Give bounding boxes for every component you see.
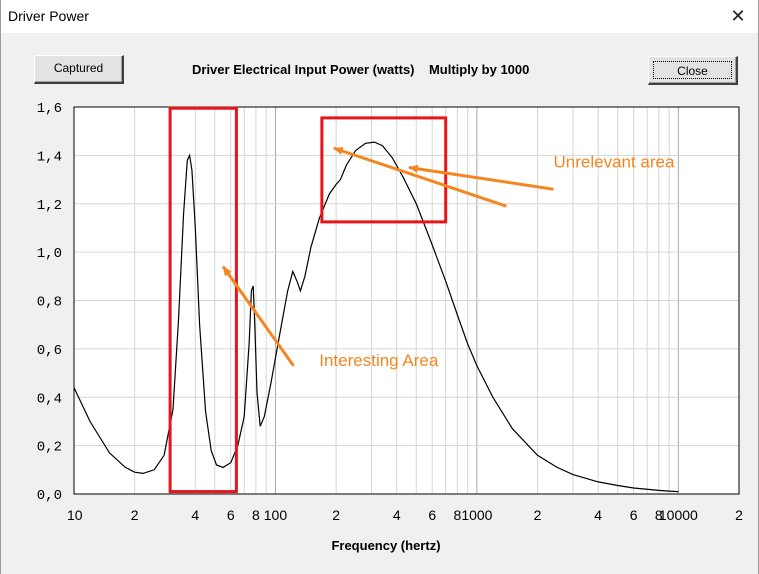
x-tick-label: 4 <box>594 507 602 523</box>
annotation-arrow-2 <box>221 265 295 367</box>
highlight-box-1 <box>320 116 448 224</box>
x-tick-label: 2 <box>735 507 743 523</box>
x-tick-label: 8 <box>252 507 260 523</box>
highlight-box-0 <box>168 106 238 494</box>
annotation-label-0: Unrelevant area <box>553 152 675 171</box>
annotation-label-1: Interesting Area <box>319 351 439 370</box>
x-tick-label: 2 <box>332 507 340 523</box>
title-bar: Driver Power ✕ <box>1 0 758 33</box>
x-tick-label: 100 <box>264 507 288 523</box>
y-tick-label: 1,2 <box>37 198 62 214</box>
x-tick-label: 4 <box>393 507 401 523</box>
x-tick-label: 6 <box>227 507 235 523</box>
y-tick-label: 0,8 <box>37 295 62 311</box>
close-button-label: Close <box>653 61 732 79</box>
y-tick-label: 0,2 <box>37 440 62 456</box>
x-tick-label: 10000 <box>659 507 698 523</box>
series-line-0 <box>73 141 679 493</box>
y-tick-label: 1,0 <box>37 246 62 262</box>
x-tick-label: 1000 <box>461 507 492 523</box>
y-tick-label: 0,6 <box>37 343 62 359</box>
x-tick-label: 10 <box>67 507 83 523</box>
x-tick-label: 4 <box>191 507 199 523</box>
captured-button[interactable]: Captured <box>34 55 124 84</box>
x-tick-label: 8 <box>655 507 663 523</box>
x-tick-label: 8 <box>453 507 461 523</box>
close-button[interactable]: Close <box>648 56 738 85</box>
x-tick-label: 6 <box>428 507 436 523</box>
x-axis-label: Frequency (hertz) <box>331 538 440 553</box>
chart-title: Driver Electrical Input Power (watts) Mu… <box>192 62 530 77</box>
y-tick-label: 0,4 <box>37 391 62 407</box>
captured-button-label: Captured <box>53 61 104 75</box>
annotation-arrow-1 <box>332 146 507 208</box>
y-tick-label: 1,6 <box>37 101 62 117</box>
x-tick-label: 6 <box>630 507 638 523</box>
window-title: Driver Power <box>8 8 89 24</box>
x-tick-label: 2 <box>131 507 139 523</box>
x-tick-label: 2 <box>534 507 542 523</box>
y-tick-label: 0,0 <box>37 488 62 504</box>
window-close-icon[interactable]: ✕ <box>730 6 746 26</box>
plot-frame <box>73 106 740 495</box>
annotation-arrow-0 <box>407 164 554 191</box>
y-tick-label: 1,4 <box>37 149 62 165</box>
